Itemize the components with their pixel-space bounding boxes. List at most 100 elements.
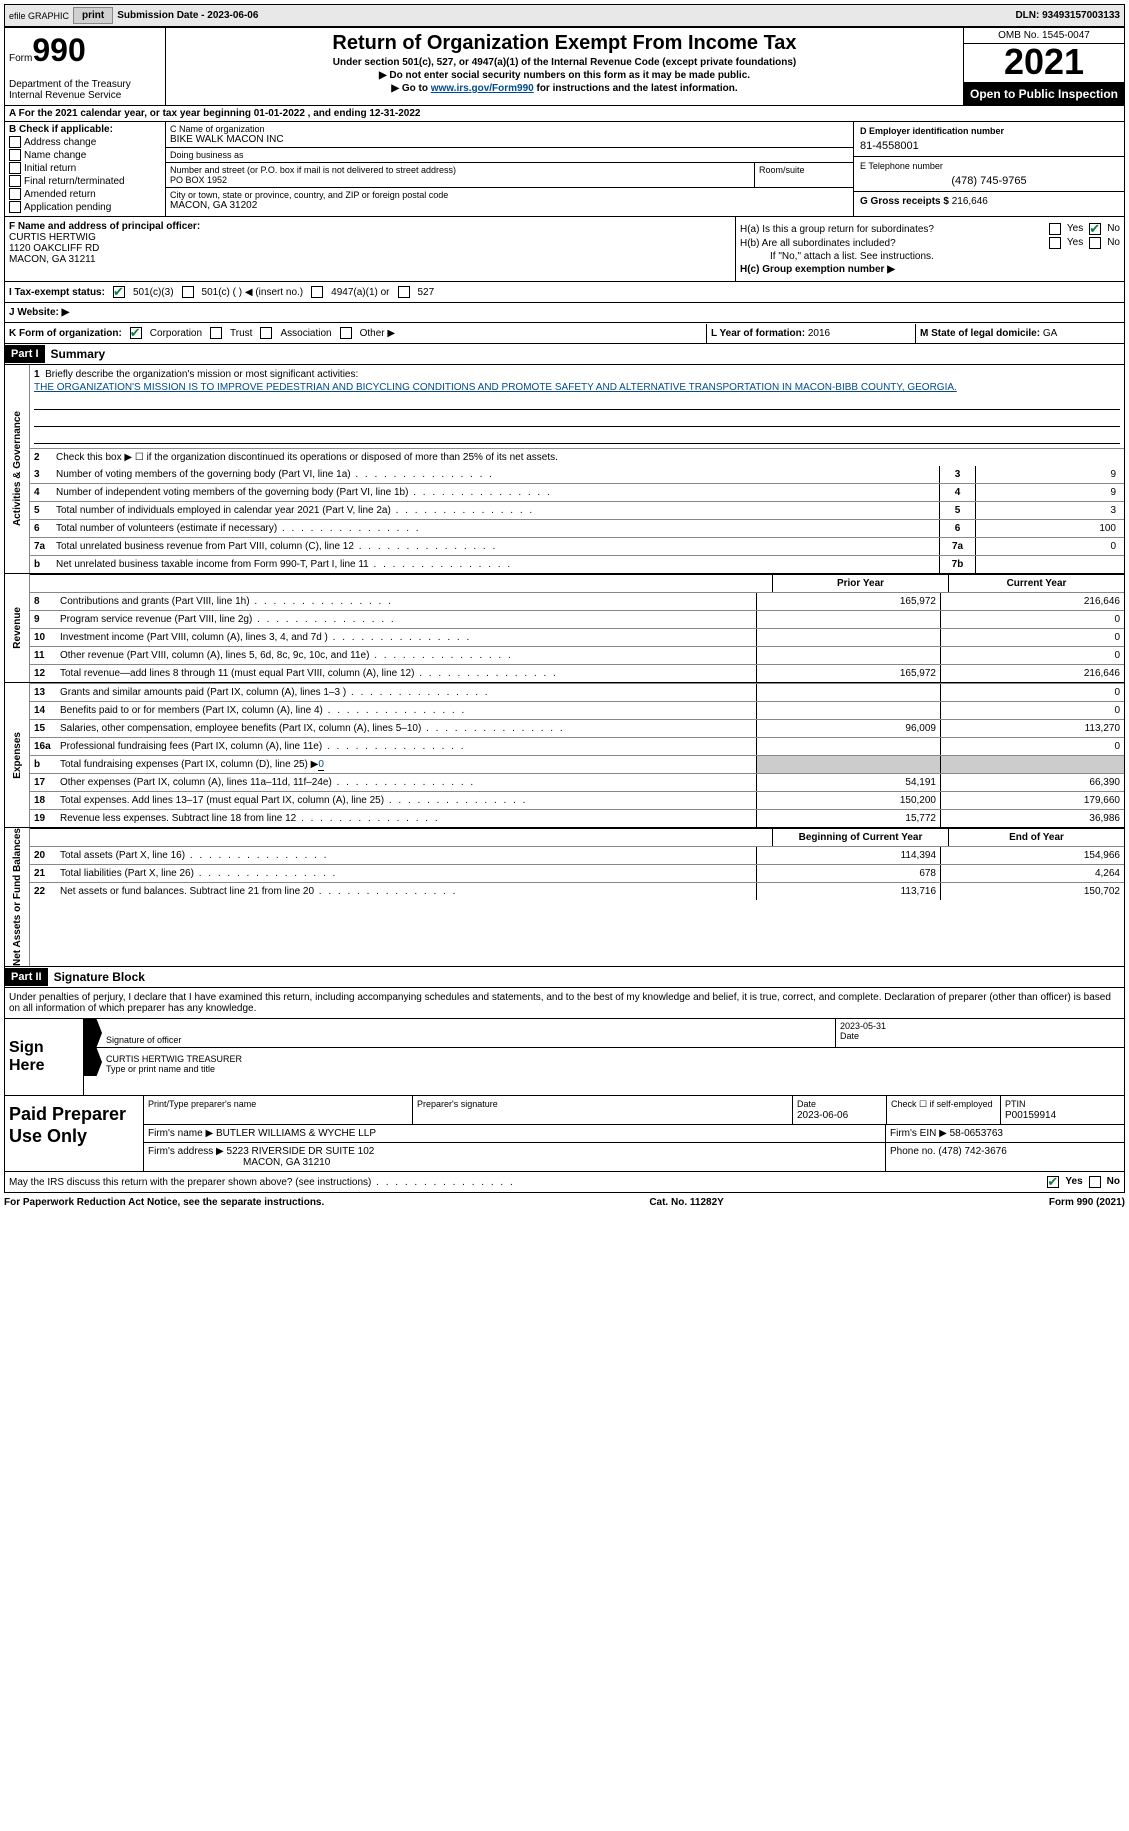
financial-line: 21Total liabilities (Part X, line 26)678… bbox=[30, 864, 1124, 882]
part1-badge: Part I bbox=[5, 345, 45, 363]
discuss-row: May the IRS discuss this return with the… bbox=[4, 1172, 1125, 1193]
financial-line: 20Total assets (Part X, line 16)114,3941… bbox=[30, 846, 1124, 864]
cb-initial-return[interactable] bbox=[9, 162, 21, 174]
department: Department of the Treasury Internal Reve… bbox=[9, 79, 161, 101]
prep-date: 2023-06-06 bbox=[797, 1110, 848, 1121]
dba-label: Doing business as bbox=[170, 150, 849, 160]
hb-yes[interactable] bbox=[1049, 237, 1061, 249]
row-k-formation: K Form of organization: Corporation Trus… bbox=[4, 323, 1125, 344]
row-j-website: J Website: ▶ bbox=[4, 303, 1125, 323]
sig-arrow-icon bbox=[84, 1048, 102, 1076]
summary-line: 4Number of independent voting members of… bbox=[30, 483, 1124, 501]
note-ssn: ▶ Do not enter social security numbers o… bbox=[170, 70, 959, 81]
firm-phone: (478) 742-3676 bbox=[938, 1146, 1006, 1157]
financial-line: 18Total expenses. Add lines 13–17 (must … bbox=[30, 791, 1124, 809]
expenses-section: Expenses 13Grants and similar amounts pa… bbox=[4, 683, 1125, 828]
principal-officer: F Name and address of principal officer:… bbox=[5, 217, 735, 281]
cb-501c[interactable] bbox=[182, 286, 194, 298]
financial-line: 13Grants and similar amounts paid (Part … bbox=[30, 683, 1124, 701]
irs-link[interactable]: www.irs.gov/Form990 bbox=[431, 83, 534, 94]
part2-badge: Part II bbox=[5, 968, 48, 986]
officer-group-block: F Name and address of principal officer:… bbox=[4, 217, 1125, 282]
summary-line: 3Number of voting members of the governi… bbox=[30, 466, 1124, 483]
cb-other[interactable] bbox=[340, 327, 352, 339]
cb-corp[interactable] bbox=[130, 327, 142, 339]
firm-ein: 58-0653763 bbox=[950, 1128, 1003, 1139]
summary-line: 6Total number of volunteers (estimate if… bbox=[30, 519, 1124, 537]
cb-assoc[interactable] bbox=[260, 327, 272, 339]
part1-header-row: Part I Summary bbox=[4, 344, 1125, 365]
financial-line: bTotal fundraising expenses (Part IX, co… bbox=[30, 755, 1124, 773]
org-city: MACON, GA 31202 bbox=[170, 200, 849, 211]
financial-line: 19Revenue less expenses. Subtract line 1… bbox=[30, 809, 1124, 827]
cb-app-pending[interactable] bbox=[9, 201, 21, 213]
tab-net-assets: Net Assets or Fund Balances bbox=[5, 828, 30, 966]
summary-line: 5Total number of individuals employed in… bbox=[30, 501, 1124, 519]
financial-line: 17Other expenses (Part IX, column (A), l… bbox=[30, 773, 1124, 791]
net-assets-section: Net Assets or Fund Balances Beginning of… bbox=[4, 828, 1125, 967]
cb-name-change[interactable] bbox=[9, 149, 21, 161]
financial-line: 10Investment income (Part VIII, column (… bbox=[30, 628, 1124, 646]
header-left: Form990 Department of the Treasury Inter… bbox=[5, 28, 166, 105]
financial-line: 8Contributions and grants (Part VIII, li… bbox=[30, 592, 1124, 610]
financial-line: 15Salaries, other compensation, employee… bbox=[30, 719, 1124, 737]
tab-activities: Activities & Governance bbox=[5, 365, 30, 573]
part2-title: Signature Block bbox=[48, 967, 151, 987]
tax-year: 2021 bbox=[964, 44, 1124, 83]
financial-line: 16aProfessional fundraising fees (Part I… bbox=[30, 737, 1124, 755]
hb-no[interactable] bbox=[1089, 237, 1101, 249]
sig-date-value: 2023-05-31 bbox=[840, 1021, 1120, 1031]
col-d-ein-phone: D Employer identification number 81-4558… bbox=[853, 122, 1124, 216]
open-inspection: Open to Public Inspection bbox=[964, 83, 1124, 105]
form-number: 990 bbox=[32, 32, 85, 68]
ha-yes[interactable] bbox=[1049, 223, 1061, 235]
row-a-calendar-year: A For the 2021 calendar year, or tax yea… bbox=[4, 106, 1125, 122]
tab-expenses: Expenses bbox=[5, 683, 30, 827]
header-center: Return of Organization Exempt From Incom… bbox=[166, 28, 963, 105]
col-c-org-info: C Name of organization BIKE WALK MACON I… bbox=[166, 122, 853, 216]
financial-line: 12Total revenue—add lines 8 through 11 (… bbox=[30, 664, 1124, 682]
room-suite-label: Room/suite bbox=[755, 163, 853, 187]
efile-label: efile GRAPHIC bbox=[9, 11, 69, 21]
tab-revenue: Revenue bbox=[5, 574, 30, 682]
cb-address-change[interactable] bbox=[9, 136, 21, 148]
discuss-no[interactable] bbox=[1089, 1176, 1101, 1188]
part2-header-row: Part II Signature Block bbox=[4, 967, 1125, 988]
state-domicile: GA bbox=[1043, 328, 1057, 339]
row-i-tax-status: I Tax-exempt status: 501(c)(3) 501(c) ( … bbox=[4, 282, 1125, 303]
org-name: BIKE WALK MACON INC bbox=[170, 134, 849, 145]
footer-line: For Paperwork Reduction Act Notice, see … bbox=[4, 1193, 1125, 1212]
print-button[interactable]: print bbox=[73, 7, 113, 24]
cb-final-return[interactable] bbox=[9, 175, 21, 187]
sig-arrow-icon bbox=[84, 1019, 102, 1047]
ein: 81-4558001 bbox=[860, 140, 1118, 152]
ha-no[interactable] bbox=[1089, 223, 1101, 235]
ptin: P00159914 bbox=[1005, 1110, 1056, 1121]
officer-name-title: CURTIS HERTWIG TREASURER bbox=[106, 1054, 1120, 1064]
financial-line: 14Benefits paid to or for members (Part … bbox=[30, 701, 1124, 719]
cb-4947[interactable] bbox=[311, 286, 323, 298]
signature-block: Under penalties of perjury, I declare th… bbox=[4, 988, 1125, 1096]
part1-title: Summary bbox=[45, 344, 112, 364]
sign-here-label: Sign Here bbox=[5, 1019, 84, 1095]
form-label: Form bbox=[9, 53, 32, 64]
cb-amended[interactable] bbox=[9, 188, 21, 200]
cat-no: Cat. No. 11282Y bbox=[649, 1197, 723, 1208]
cb-trust[interactable] bbox=[210, 327, 222, 339]
identification-block: B Check if applicable: Address change Na… bbox=[4, 122, 1125, 217]
perjury-declaration: Under penalties of perjury, I declare th… bbox=[5, 988, 1124, 1018]
summary-line: 7aTotal unrelated business revenue from … bbox=[30, 537, 1124, 555]
cb-501c3[interactable] bbox=[113, 286, 125, 298]
form-header: Form990 Department of the Treasury Inter… bbox=[4, 27, 1125, 106]
firm-city: MACON, GA 31210 bbox=[148, 1157, 330, 1168]
col-b-checkboxes: B Check if applicable: Address change Na… bbox=[5, 122, 166, 216]
financial-line: 9Program service revenue (Part VIII, lin… bbox=[30, 610, 1124, 628]
note-goto: ▶ Go to www.irs.gov/Form990 for instruct… bbox=[170, 83, 959, 94]
firm-name: BUTLER WILLIAMS & WYCHE LLP bbox=[216, 1128, 376, 1139]
dln: DLN: 93493157003133 bbox=[1015, 10, 1120, 21]
form-subtitle: Under section 501(c), 527, or 4947(a)(1)… bbox=[170, 57, 959, 68]
discuss-yes[interactable] bbox=[1047, 1176, 1059, 1188]
activities-governance: Activities & Governance 1 Briefly descri… bbox=[4, 365, 1125, 574]
cb-527[interactable] bbox=[398, 286, 410, 298]
phone: (478) 745-9765 bbox=[860, 175, 1118, 187]
